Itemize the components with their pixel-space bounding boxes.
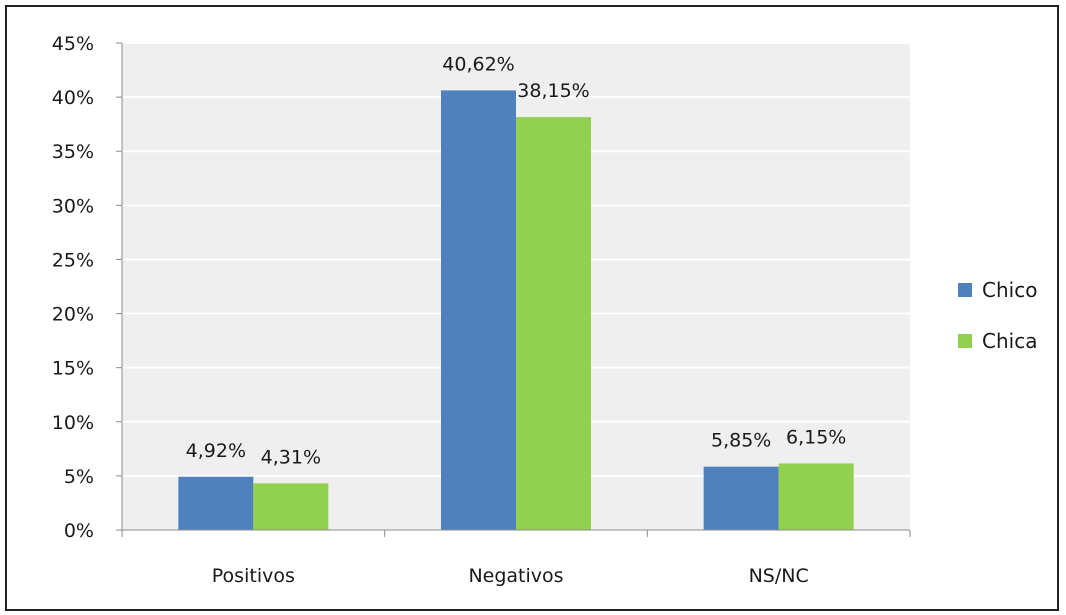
data-labels: 4,92% 4,31% 40,62%38,15% 5,85% 6,15% bbox=[186, 53, 847, 468]
data-label: 38,15% bbox=[517, 80, 589, 102]
bars bbox=[178, 90, 854, 530]
data-label: 4,31% bbox=[261, 446, 321, 468]
axes bbox=[121, 43, 911, 537]
bar-chica bbox=[516, 117, 591, 530]
x-category-label: NS/NC bbox=[749, 565, 809, 587]
bar-chico bbox=[441, 90, 516, 530]
bar-chica bbox=[778, 463, 854, 530]
y-tick-label: 25% bbox=[52, 249, 94, 271]
bar-chico bbox=[703, 466, 779, 530]
y-tick-label: 20% bbox=[52, 304, 94, 326]
data-label: 6,15% bbox=[786, 426, 846, 448]
data-label: 4,92% bbox=[186, 440, 246, 462]
bar-chica bbox=[253, 483, 329, 530]
y-axis-ticks: 0% 5% 10% 15% 20% 25% 30% 35% 40% 45% bbox=[52, 33, 122, 542]
data-label: 5,85% bbox=[711, 430, 771, 452]
legend-swatch bbox=[958, 283, 972, 297]
legend-label: Chica bbox=[982, 329, 1037, 353]
y-tick-label: 0% bbox=[64, 520, 94, 542]
y-tick-label: 5% bbox=[64, 466, 94, 488]
y-tick-label: 40% bbox=[52, 87, 94, 109]
y-tick-label: 30% bbox=[52, 195, 94, 217]
x-axis-categories: Positivos Negativos NS/NC bbox=[212, 565, 809, 587]
data-label: 40,62% bbox=[442, 53, 514, 75]
legend: Chico Chica bbox=[958, 278, 1037, 353]
legend-label: Chico bbox=[982, 278, 1037, 302]
bar-chico bbox=[178, 476, 254, 530]
y-tick-label: 15% bbox=[52, 358, 94, 380]
y-tick-label: 35% bbox=[52, 141, 94, 163]
y-tick-label: 10% bbox=[52, 412, 94, 434]
x-category-label: Positivos bbox=[212, 565, 295, 587]
y-tick-label: 45% bbox=[52, 33, 94, 55]
legend-swatch bbox=[958, 334, 972, 348]
x-category-label: Negativos bbox=[468, 565, 563, 587]
